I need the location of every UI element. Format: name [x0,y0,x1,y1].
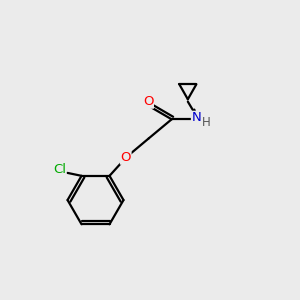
Text: O: O [121,151,131,164]
Text: O: O [143,95,153,108]
Text: H: H [202,116,211,129]
Text: Cl: Cl [53,164,66,176]
Text: N: N [191,111,201,124]
